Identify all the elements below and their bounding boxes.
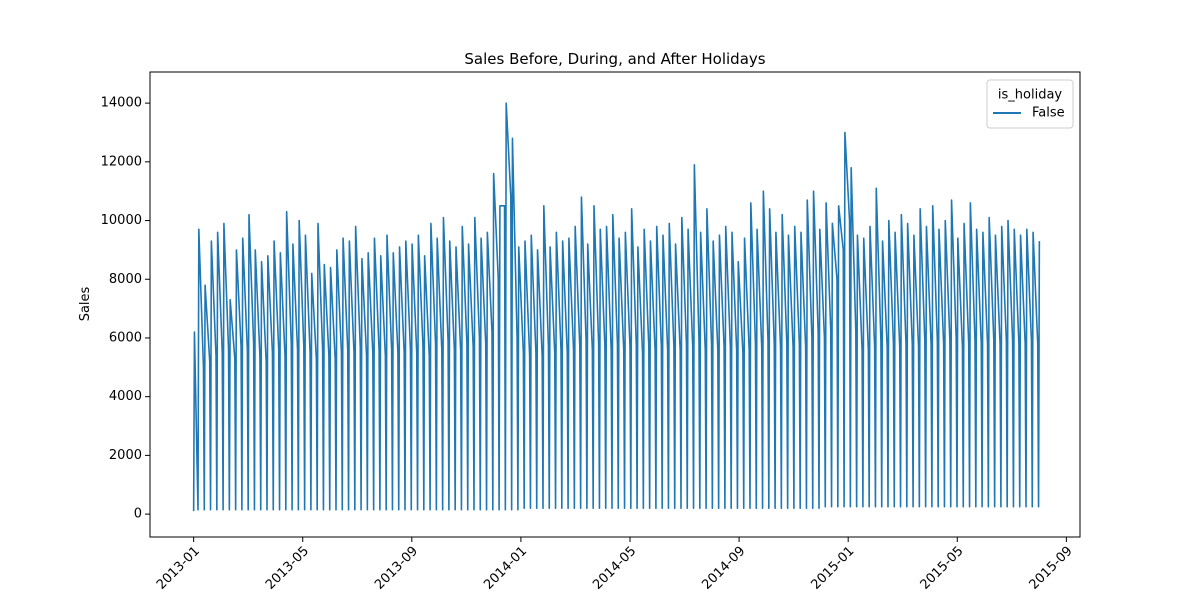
y-tick-label: 10000	[101, 213, 142, 228]
legend-title: is_holiday	[998, 88, 1063, 103]
y-tick-label: 0	[134, 507, 142, 522]
axes-frame	[149, 71, 1081, 538]
legend-label: False	[1032, 106, 1065, 121]
y-tick-label: 12000	[101, 154, 142, 169]
y-tick-label: 2000	[109, 448, 142, 463]
y-tick-label: 4000	[109, 389, 142, 404]
series-line	[192, 102, 1041, 512]
y-tick-label: 14000	[101, 96, 142, 111]
chart-title: Sales Before, During, and After Holidays	[464, 50, 765, 68]
y-tick-label: 6000	[109, 330, 142, 345]
y-tick-label: 8000	[109, 272, 142, 287]
legend-box	[986, 79, 1074, 129]
legend: is_holiday False	[986, 79, 1074, 129]
y-axis-label: Sales	[78, 286, 93, 321]
